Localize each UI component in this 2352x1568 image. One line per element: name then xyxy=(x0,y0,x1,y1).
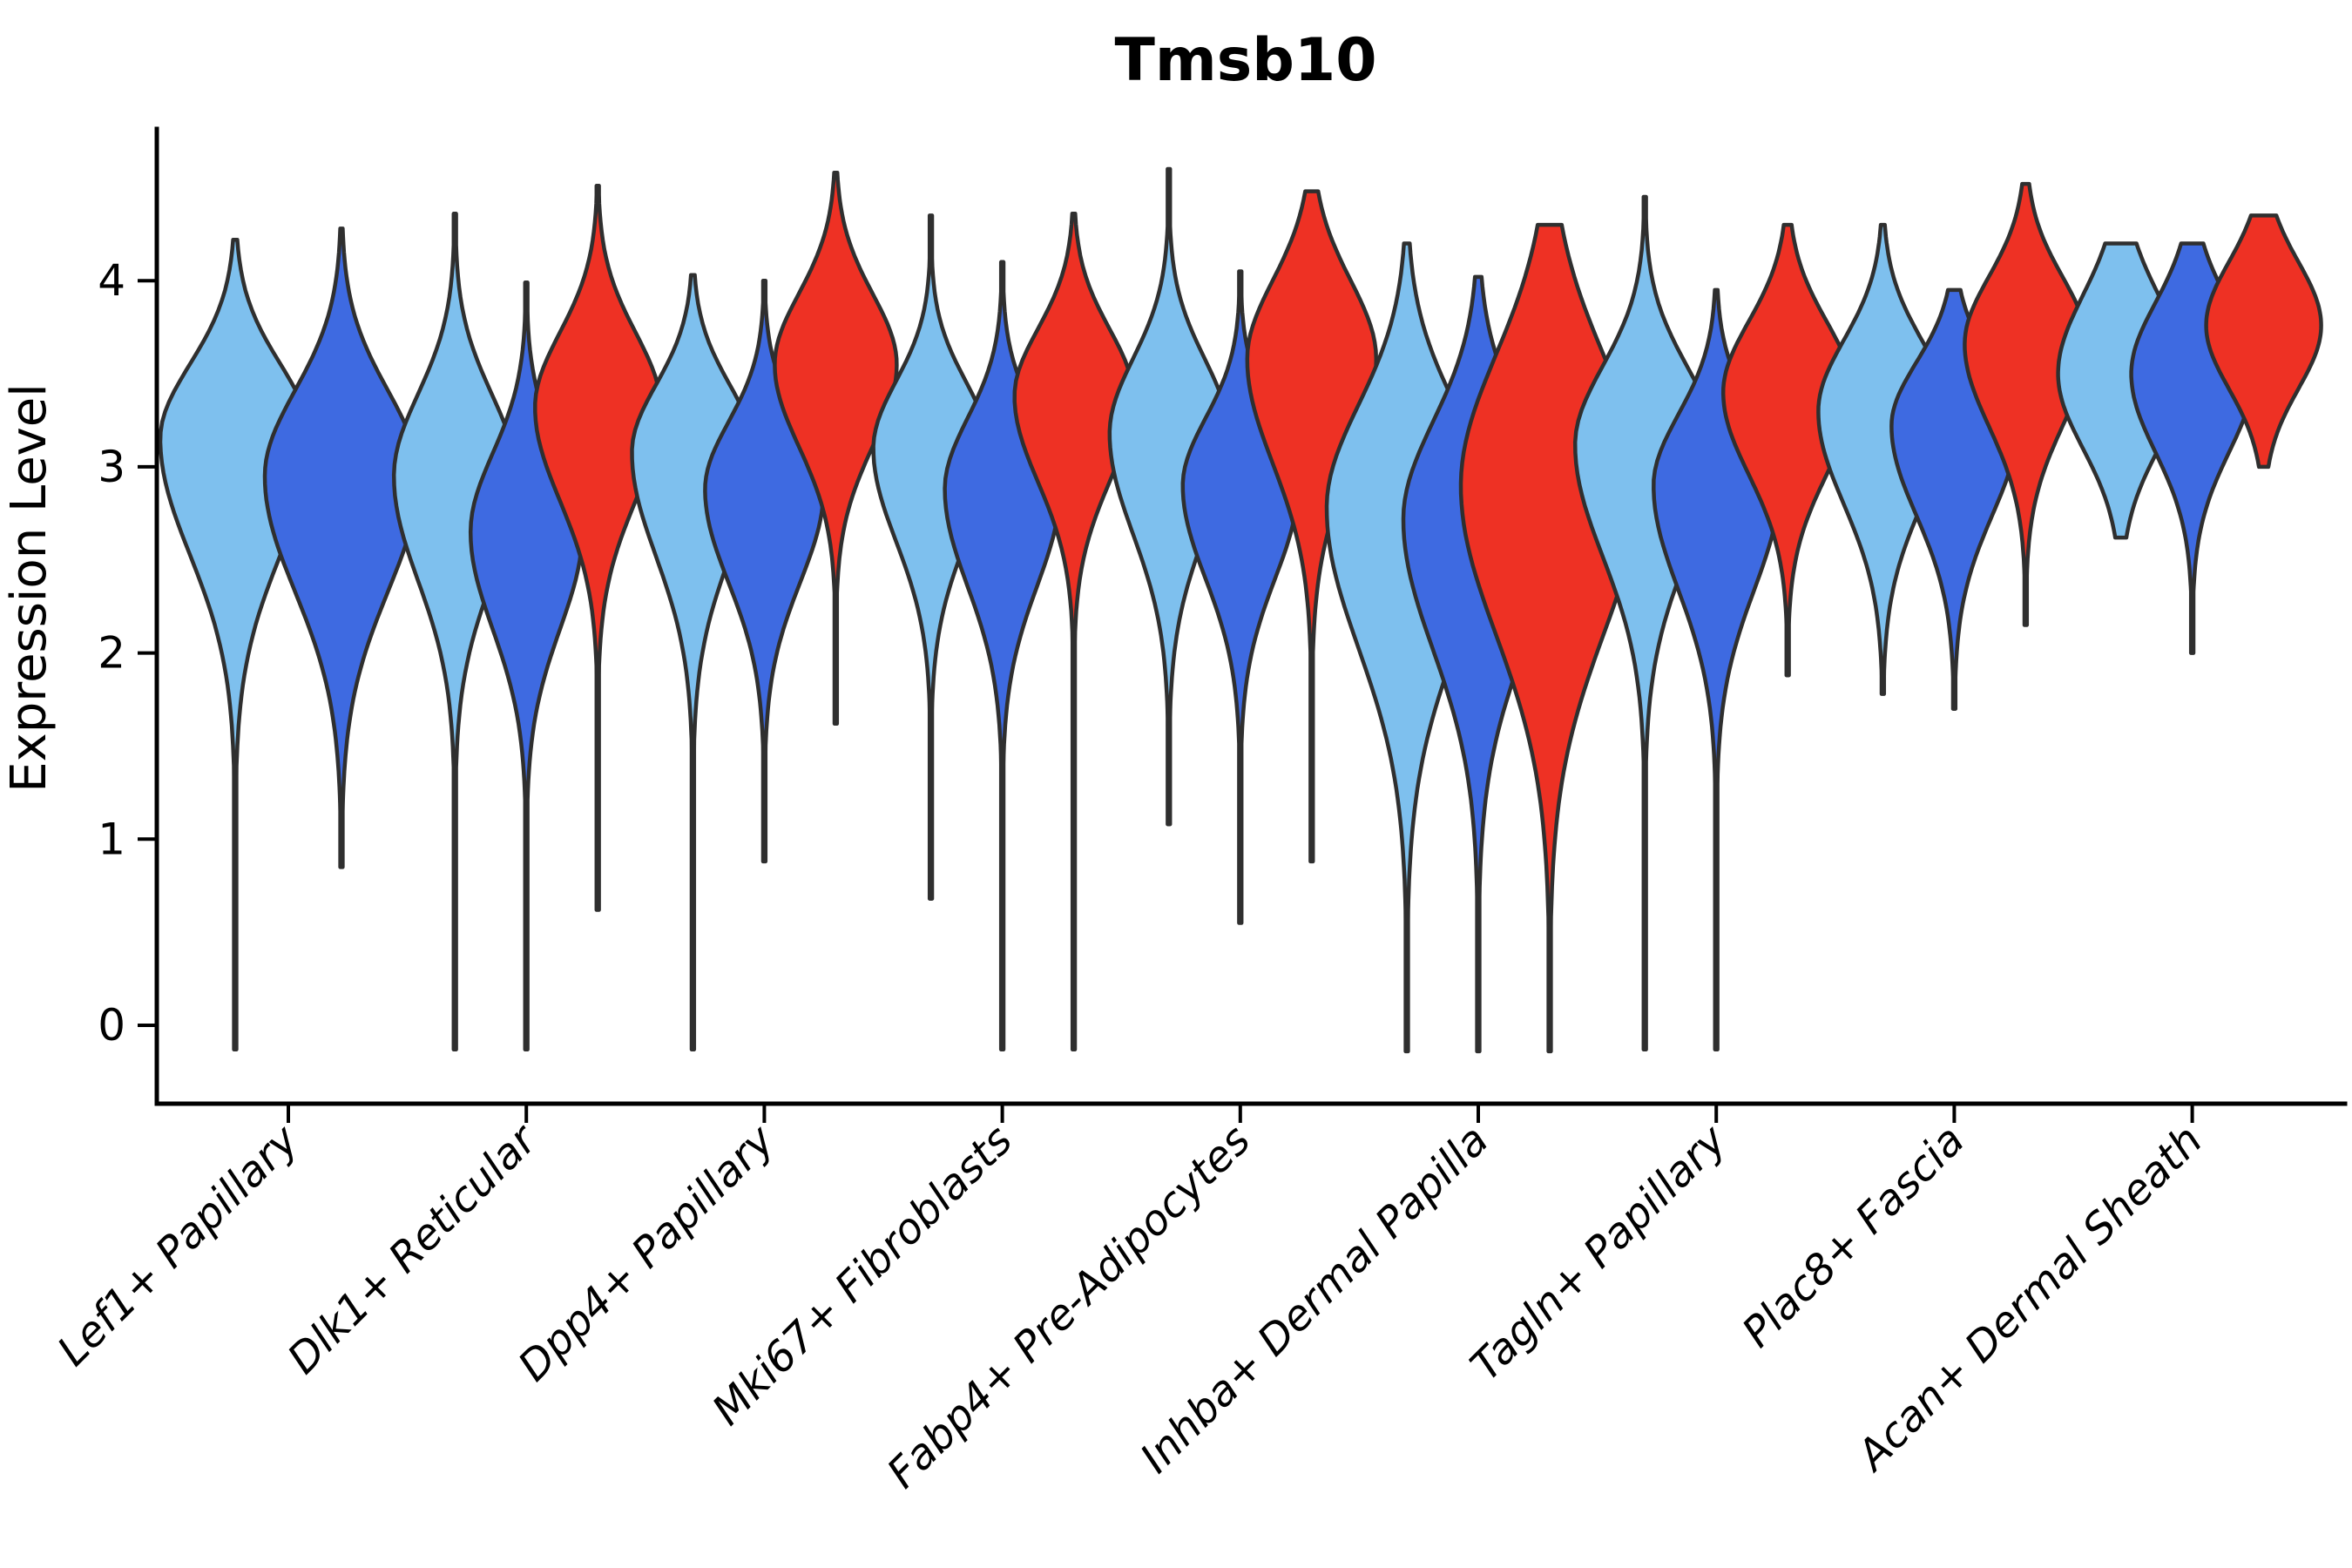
violins-layer xyxy=(158,166,2323,1054)
violin-dlk1-reticular-red xyxy=(533,183,663,912)
y-axis-label: Expression Level xyxy=(1,383,57,793)
y-tick-label: 2 xyxy=(98,628,125,679)
x-tick-label: Plac8+ Fascia xyxy=(1733,1116,1974,1357)
y-tick-label: 3 xyxy=(98,442,125,492)
violin-mki67-fibroblasts-skyblue xyxy=(871,213,990,901)
x-tick-label: Dpp4+ Papillary xyxy=(509,1115,784,1390)
violin-fabp4-pre-adipocytes-skyblue xyxy=(1107,166,1231,827)
violin-dpp4-papillary-skyblue xyxy=(630,273,756,1052)
violin-tagln-papillary-red xyxy=(1720,222,1855,678)
violin-mki67-fibroblasts-red xyxy=(1012,212,1135,1052)
violin-tagln-papillary-royalblue xyxy=(1652,287,1781,1052)
y-tick-label: 0 xyxy=(98,1000,125,1051)
violin-lef1-papillary-skyblue xyxy=(158,237,313,1052)
axes-layer xyxy=(154,126,2348,1106)
x-tick-label: Tagln+ Papillary xyxy=(1461,1115,1736,1390)
violin-fabp4-pre-adipocytes-red xyxy=(1245,189,1379,864)
violin-dpp4-papillary-red xyxy=(773,171,899,727)
violin-lef1-papillary-royalblue xyxy=(262,226,421,869)
y-tick-label: 4 xyxy=(98,255,125,306)
x-tick-label: Dlk1+ Reticular xyxy=(278,1114,548,1384)
violin-dlk1-reticular-skyblue xyxy=(391,212,518,1052)
violin-acan-dermal-sheath-red xyxy=(2204,213,2323,470)
violin-plac8-fascia-skyblue xyxy=(1816,222,1950,696)
y-tick-label: 1 xyxy=(98,814,125,864)
violin-plac8-fascia-red xyxy=(1963,181,2089,627)
x-tick-label: Lef1+ Papillary xyxy=(48,1115,308,1375)
chart-title: Tmsb10 xyxy=(1114,26,1376,95)
